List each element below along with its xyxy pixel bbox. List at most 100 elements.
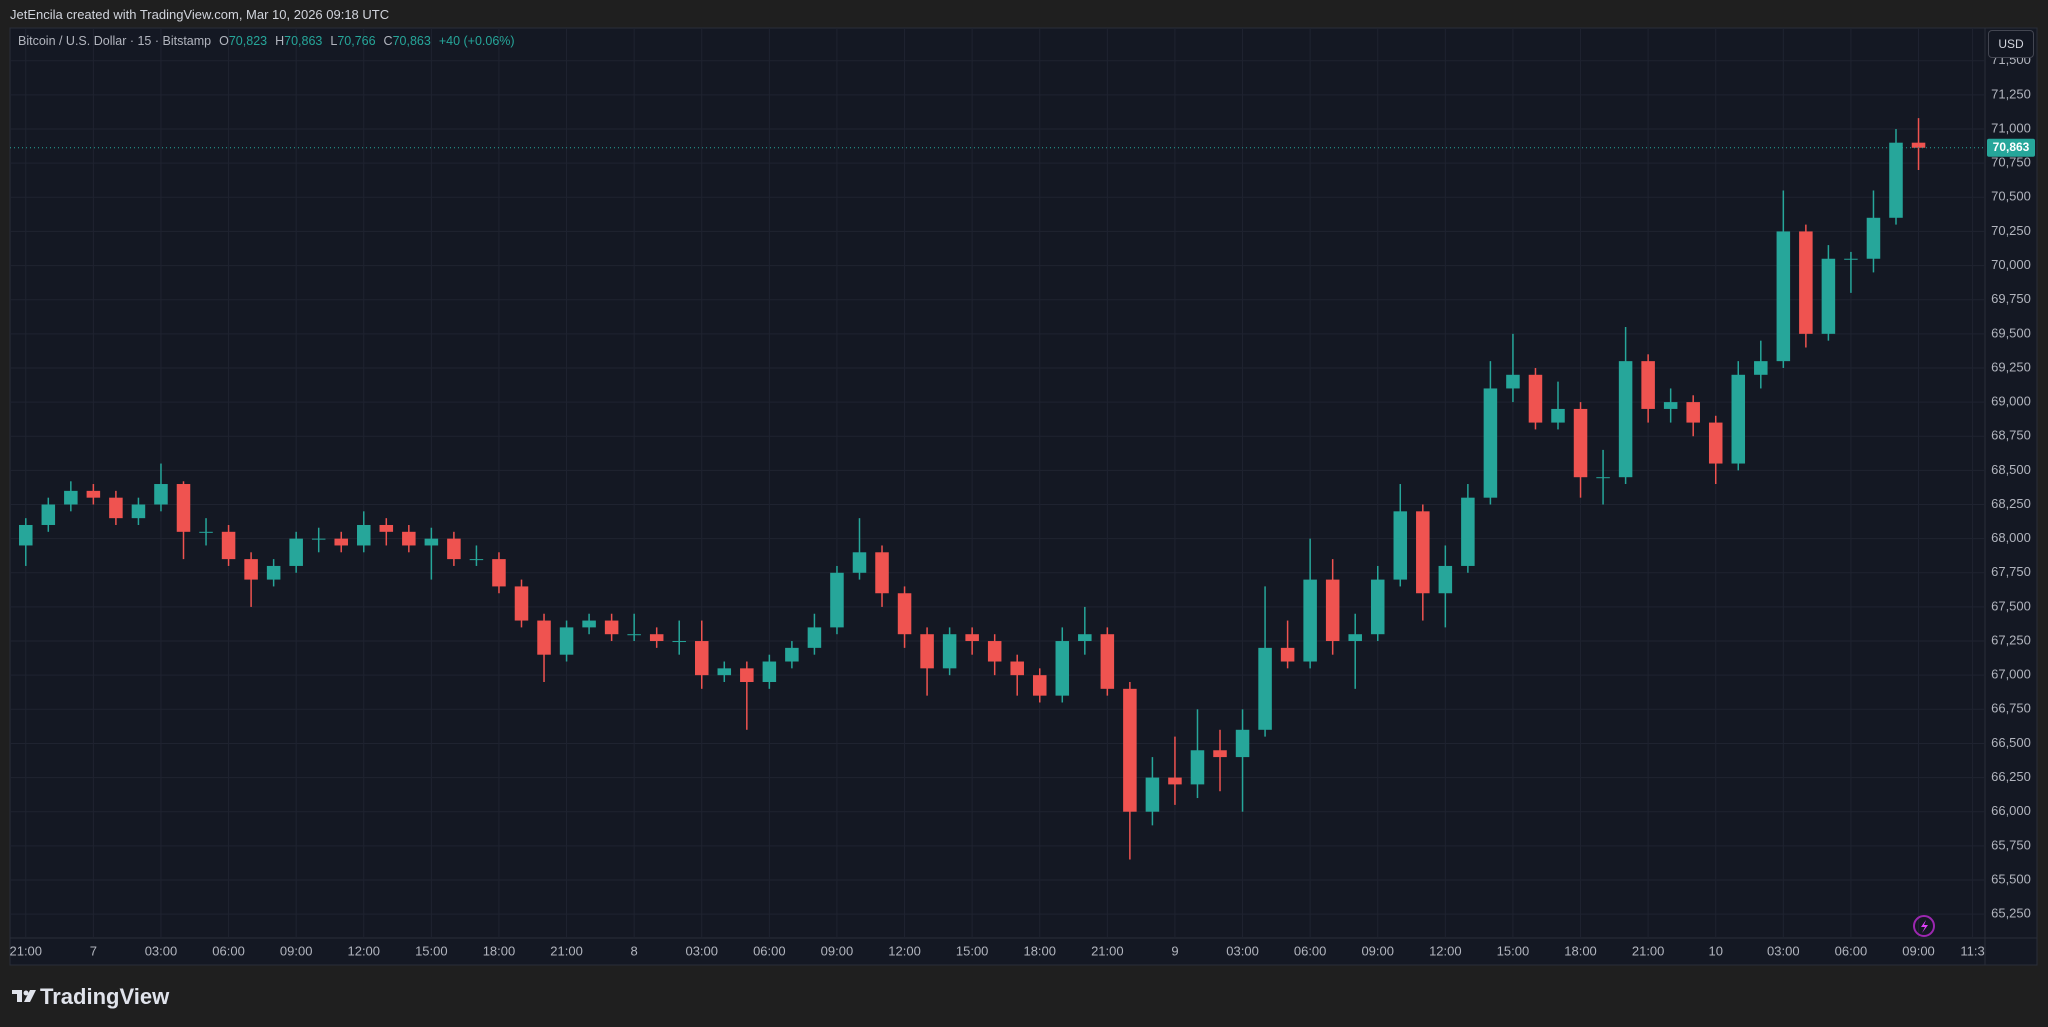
candle-body xyxy=(604,620,619,635)
y-tick-label: 67,500 xyxy=(1991,598,2031,613)
y-tick-label: 68,500 xyxy=(1991,462,2031,477)
x-tick-label: 06:00 xyxy=(212,943,245,958)
candle-body xyxy=(1844,258,1858,260)
candle-body xyxy=(514,586,529,621)
candle-body xyxy=(1618,361,1633,478)
candle-body xyxy=(424,538,439,546)
candle-body xyxy=(1416,511,1430,594)
candle-body xyxy=(41,504,56,525)
open-label: O xyxy=(219,34,229,48)
candle-body xyxy=(357,524,371,546)
x-tick-label: 15:00 xyxy=(1497,943,1530,958)
candle-body xyxy=(109,497,123,519)
x-tick-label: 18:00 xyxy=(1564,943,1597,958)
y-tick-label: 70,250 xyxy=(1991,223,2031,238)
candle-body xyxy=(1551,408,1565,423)
x-tick-label: 12:00 xyxy=(888,943,921,958)
legend: Bitcoin / U.S. Dollar · 15 · Bitstamp O 70… xyxy=(18,34,523,48)
close-value: 70,863 xyxy=(392,34,431,48)
candle-body xyxy=(1168,777,1182,785)
currency-button[interactable]: USD xyxy=(1988,30,2034,58)
y-tick-label: 68,750 xyxy=(1991,428,2031,443)
y-tick-label: 69,750 xyxy=(1991,291,2031,306)
candle-body xyxy=(1889,142,1903,218)
candle-body xyxy=(1528,374,1543,423)
candle-body xyxy=(965,634,979,642)
candle-body xyxy=(582,620,596,628)
x-tick-label: 06:00 xyxy=(753,943,786,958)
candle-body xyxy=(852,552,867,573)
last-price-label: 70,863 xyxy=(1993,140,2030,154)
candle-body xyxy=(266,565,281,580)
candle-body xyxy=(762,661,777,682)
candle-body xyxy=(154,484,168,505)
candle-body xyxy=(1280,647,1295,662)
candles xyxy=(10,118,1985,860)
y-tick-label: 66,750 xyxy=(1991,701,2031,716)
candle-body xyxy=(717,668,732,676)
candle-body xyxy=(1573,408,1588,478)
low-label: L xyxy=(330,34,338,48)
y-tick-label: 69,250 xyxy=(1991,359,2031,374)
y-tick-label: 66,500 xyxy=(1991,735,2031,750)
candle-body xyxy=(1100,634,1115,689)
x-tick-label: 8 xyxy=(631,943,638,958)
candle-body xyxy=(1213,750,1227,758)
candle-body xyxy=(1911,142,1926,148)
x-tick-label: 7 xyxy=(90,943,97,958)
x-tick-label: 03:00 xyxy=(1226,943,1259,958)
candle-body xyxy=(244,559,258,580)
candle-body xyxy=(1145,777,1160,812)
candle-body xyxy=(1078,634,1092,642)
symbol: Bitcoin / U.S. Dollar · 15 · Bitstamp xyxy=(18,34,212,48)
candle-body xyxy=(649,634,664,642)
y-tick-label: 70,000 xyxy=(1991,257,2031,272)
y-tick-label: 65,250 xyxy=(1991,906,2031,921)
high-label: H xyxy=(275,34,285,48)
candle-body xyxy=(1866,217,1881,259)
high-value: 70,863 xyxy=(284,34,323,48)
y-tick-label: 65,500 xyxy=(1991,871,2031,886)
candle-body xyxy=(807,627,822,648)
x-tick-label: 21:00 xyxy=(550,943,583,958)
y-tick-label: 66,000 xyxy=(1991,803,2031,818)
y-tick-label: 70,500 xyxy=(1991,189,2031,204)
candle-body xyxy=(627,634,641,636)
candle-body xyxy=(19,524,33,546)
x-tick-label: 06:00 xyxy=(1294,943,1327,958)
x-tick-label: 03:00 xyxy=(145,943,178,958)
x-tick-label: 21:00 xyxy=(9,943,42,958)
x-tick-label: 15:00 xyxy=(415,943,448,958)
axis-labels: 65,250 65,500 65,750 66,000 66,250 66,500 66,7… xyxy=(9,52,2035,958)
candle-body xyxy=(672,641,686,643)
candle-body xyxy=(942,634,957,669)
candle-body xyxy=(334,538,348,546)
candle-body xyxy=(537,620,551,655)
candle-body xyxy=(492,559,506,587)
candle-body xyxy=(1303,579,1317,662)
y-tick-label: 71,250 xyxy=(1991,86,2031,101)
x-tick-label: 21:00 xyxy=(1091,943,1124,958)
candle-body xyxy=(740,668,754,682)
x-tick-label: 09:00 xyxy=(821,943,854,958)
candle-body xyxy=(1686,402,1700,423)
y-tick-label: 67,250 xyxy=(1991,632,2031,647)
y-tick-label: 68,000 xyxy=(1991,530,2031,545)
x-tick-label: 03:00 xyxy=(1767,943,1800,958)
candle-body xyxy=(1506,374,1520,389)
y-tick-label: 69,500 xyxy=(1991,325,2031,340)
candle-body xyxy=(1461,497,1475,566)
y-tick-label: 66,250 xyxy=(1991,769,2031,784)
candle-body xyxy=(920,634,934,669)
close-label: C xyxy=(383,34,393,48)
x-tick-label: 9 xyxy=(1171,943,1178,958)
y-tick-label: 67,000 xyxy=(1991,667,2031,682)
candle-body xyxy=(1348,634,1362,642)
candle-body xyxy=(897,593,912,635)
x-tick-label: 09:00 xyxy=(280,943,313,958)
candle-body xyxy=(176,484,191,532)
candle-body xyxy=(1258,647,1272,730)
candle-body xyxy=(64,490,78,505)
x-tick-label: 21:00 xyxy=(1632,943,1665,958)
